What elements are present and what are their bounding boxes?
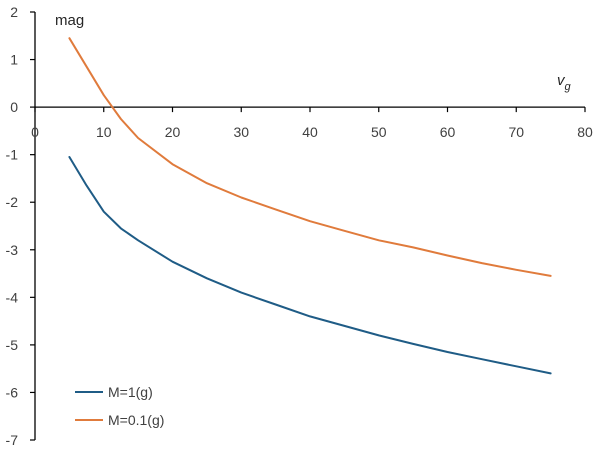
y-tick-label: 2 (10, 4, 18, 20)
y-tick-label: -2 (6, 194, 19, 210)
x-tick-label: 70 (508, 124, 524, 140)
legend-label-1: M=1(g) (108, 384, 153, 400)
y-tick-label: -3 (6, 242, 19, 258)
x-tick-label: 0 (31, 124, 39, 140)
y-tick-label: -1 (6, 147, 19, 163)
y-tick-label: -5 (6, 337, 19, 353)
x-tick-label: 20 (165, 124, 181, 140)
y-axis-title: mag (55, 12, 84, 29)
y-tick-label: 0 (10, 99, 18, 115)
x-ticks: 0 10 20 30 40 50 60 70 80 (31, 107, 593, 140)
x-tick-label: 60 (440, 124, 456, 140)
legend: M=1(g) M=0.1(g) (75, 384, 164, 428)
x-axis-title-subscript: g (565, 81, 572, 93)
x-axis-title: vg (557, 72, 572, 93)
y-ticks: 2 1 0 -1 -2 -3 -4 -5 -6 -7 (6, 4, 35, 448)
series-line-2 (68, 37, 552, 277)
legend-label-2: M=0.1(g) (108, 412, 164, 428)
x-tick-label: 10 (96, 124, 112, 140)
y-tick-label: -7 (6, 432, 19, 448)
x-tick-label: 80 (577, 124, 593, 140)
x-tick-label: 50 (371, 124, 387, 140)
series-line-1 (68, 156, 552, 375)
x-tick-label: 40 (302, 124, 318, 140)
y-tick-label: 1 (10, 52, 18, 68)
x-tick-label: 30 (233, 124, 249, 140)
series-group (68, 37, 552, 375)
x-axis-title-main: v (557, 72, 566, 89)
y-tick-label: -6 (6, 384, 19, 400)
y-tick-label: -4 (6, 289, 19, 305)
